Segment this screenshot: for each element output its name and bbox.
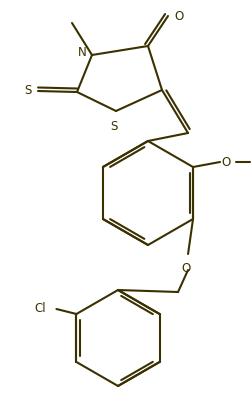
Text: S: S [25, 84, 32, 98]
Text: S: S [110, 120, 118, 133]
Text: Cl: Cl [35, 302, 46, 316]
Text: O: O [174, 10, 183, 23]
Text: O: O [222, 156, 231, 168]
Text: O: O [181, 262, 191, 275]
Text: N: N [78, 45, 87, 59]
